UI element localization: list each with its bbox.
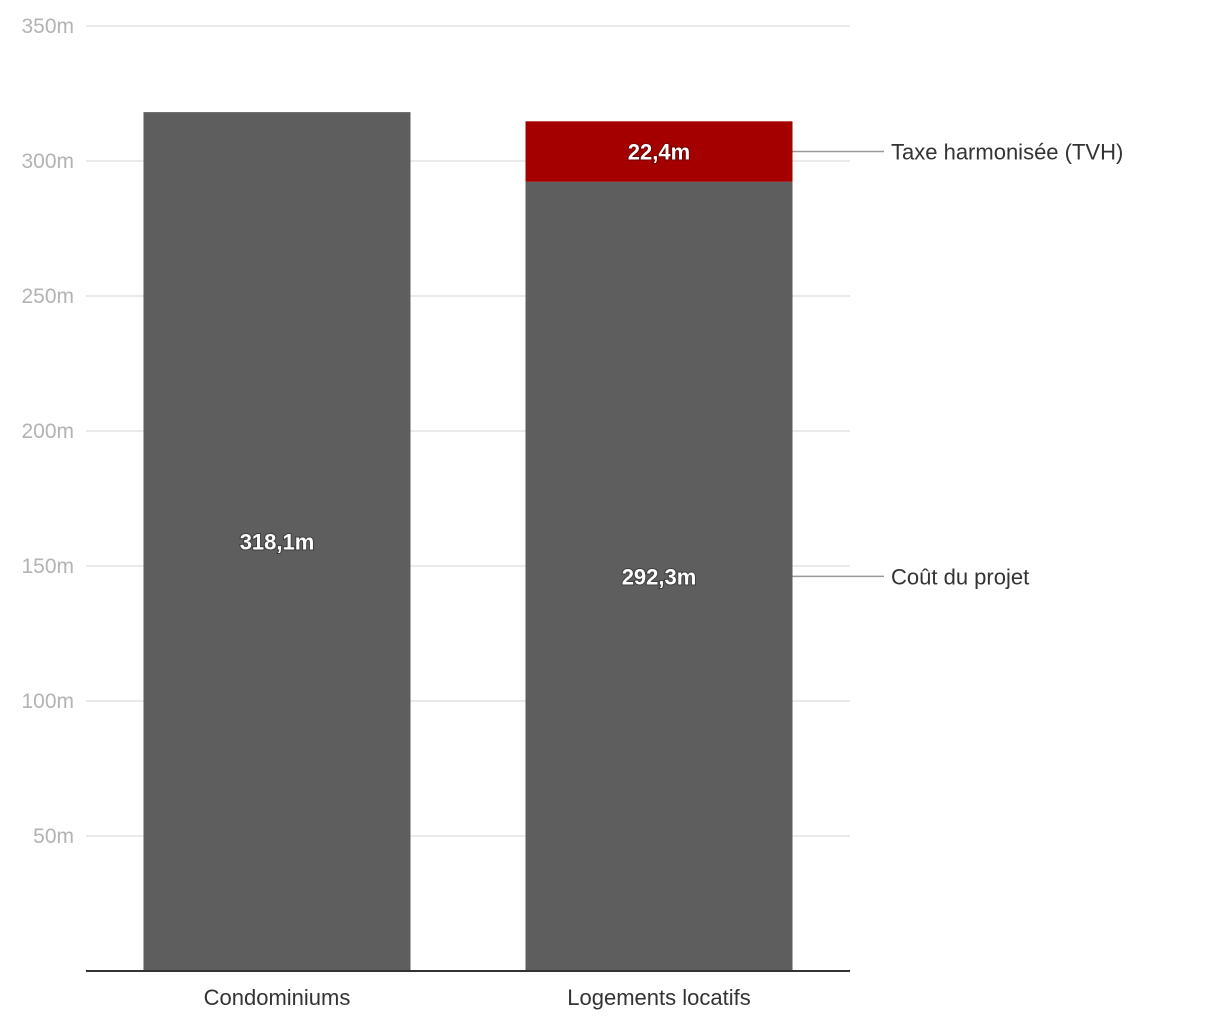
y-tick-label: 100m bbox=[21, 690, 74, 713]
annotations: Taxe harmonisée (TVH) Coût du projet bbox=[792, 140, 1123, 589]
x-category-label: Logements locatifs bbox=[567, 985, 750, 1010]
x-axis: Condominiums Logements locatifs bbox=[86, 970, 850, 1010]
y-tick-label: 150m bbox=[21, 555, 74, 578]
y-axis-ticks: 50m 100m 150m 200m 250m 300m 350m bbox=[21, 15, 74, 848]
y-tick-label: 50m bbox=[33, 825, 74, 848]
y-tick-label: 300m bbox=[21, 150, 74, 173]
y-tick-label: 200m bbox=[21, 420, 74, 443]
bar-segment-0-1 bbox=[525, 181, 793, 972]
x-category-label: Condominiums bbox=[204, 985, 351, 1010]
bar-segment-1-1 bbox=[525, 121, 793, 182]
y-tick-label: 250m bbox=[21, 285, 74, 308]
data-label: 22,4m bbox=[628, 140, 690, 165]
bar-segment-0-0 bbox=[143, 112, 411, 971]
y-tick-label: 350m bbox=[21, 15, 74, 38]
annotation-label: Taxe harmonisée (TVH) bbox=[891, 140, 1123, 165]
annotation-label: Coût du projet bbox=[891, 564, 1029, 589]
data-label: 318,1m bbox=[240, 530, 315, 555]
data-label: 292,3m bbox=[622, 564, 697, 589]
data-labels: 318,1m 292,3m 22,4m bbox=[239, 139, 698, 591]
bars bbox=[143, 112, 793, 972]
